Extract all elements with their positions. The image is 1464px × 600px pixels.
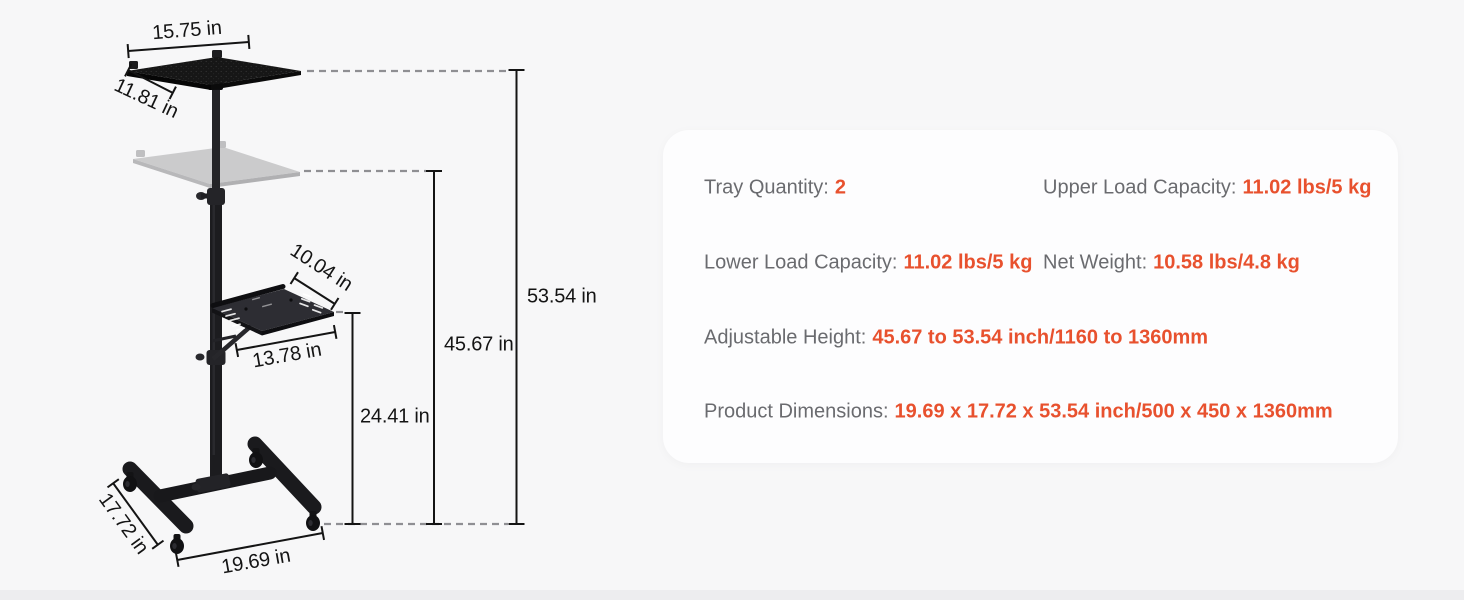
dim-label-height-max: 53.54 in (527, 285, 597, 308)
dim-line-height-max (508, 69, 525, 525)
dimension-lines (106, 34, 525, 568)
spec-panel: Tray Quantity: 2 Upper Load Capacity: 11.0… (663, 130, 1398, 463)
spec-net-weight-label: Net Weight: (1043, 251, 1148, 274)
dim-label-height-min: 45.67 in (444, 333, 514, 356)
dim-line-lower-width (234, 324, 338, 358)
spec-lower-load-capacity-value: 11.02 lbs/5 kg (903, 251, 1033, 274)
dim-line-lower-depth (289, 271, 340, 311)
dim-line-base-width (174, 525, 326, 568)
vent-slots (221, 293, 324, 331)
lower-tray (210, 284, 334, 361)
pole (195, 78, 226, 460)
projection-dash-lines (304, 69, 508, 526)
dim-line-top-width (126, 34, 251, 59)
dim-label-height-lower: 24.41 in (360, 405, 430, 428)
spec-lower-load-capacity-label: Lower Load Capacity: (704, 251, 898, 274)
spec-lower-load-capacity: Lower Load Capacity: 11.02 lbs/5 kg (704, 252, 1032, 275)
base (122, 436, 322, 554)
dim-line-height-lower (344, 312, 361, 525)
spec-net-weight-value: 10.58 lbs/4.8 kg (1153, 251, 1300, 274)
dim-line-base-depth (106, 478, 165, 550)
caster-back-right (249, 448, 263, 468)
spec-tray-quantity-value: 2 (834, 176, 846, 199)
height-adjust-clamp (207, 188, 225, 205)
bottom-edge (0, 590, 1464, 600)
spec-product-dimensions-label: Product Dimensions: (704, 400, 889, 423)
spec-product-dimensions: Product Dimensions: 19.69 x 17.72 x 53.54… (704, 401, 1333, 424)
spec-tray-quantity-label: Tray Quantity: (704, 176, 829, 199)
dim-line-height-min (426, 170, 442, 525)
spec-adjustable-height: Adjustable Height: 45.67 to 53.54 inch/11… (704, 327, 1208, 350)
top-tray (127, 50, 301, 90)
base-right-rail (247, 436, 322, 515)
spec-product-dimensions-value: 19.69 x 17.72 x 53.54 inch/500 x 450 x 1… (894, 400, 1333, 423)
caster-front-left (170, 534, 184, 554)
spec-net-weight: Net Weight: 10.58 lbs/4.8 kg (1043, 252, 1300, 275)
spec-adjustable-height-label: Adjustable Height: (704, 326, 867, 349)
dim-line-top-depth (124, 63, 177, 100)
caster-back-left (123, 472, 137, 492)
stand-diagram: 15.75 in 11.81 in 10.04 in 13.78 in 24.4… (0, 0, 660, 600)
spec-upper-load-capacity-label: Upper Load Capacity: (1043, 176, 1237, 199)
caster-front-right (306, 511, 320, 531)
spec-upper-load-capacity: Upper Load Capacity: 11.02 lbs/5 kg (1043, 177, 1371, 200)
stand-illustration (106, 34, 525, 568)
spec-tray-quantity: Tray Quantity: 2 (704, 177, 846, 200)
spec-adjustable-height-value: 45.67 to 53.54 inch/1160 to 1360mm (872, 326, 1209, 349)
spec-upper-load-capacity-value: 11.02 lbs/5 kg (1242, 176, 1372, 199)
